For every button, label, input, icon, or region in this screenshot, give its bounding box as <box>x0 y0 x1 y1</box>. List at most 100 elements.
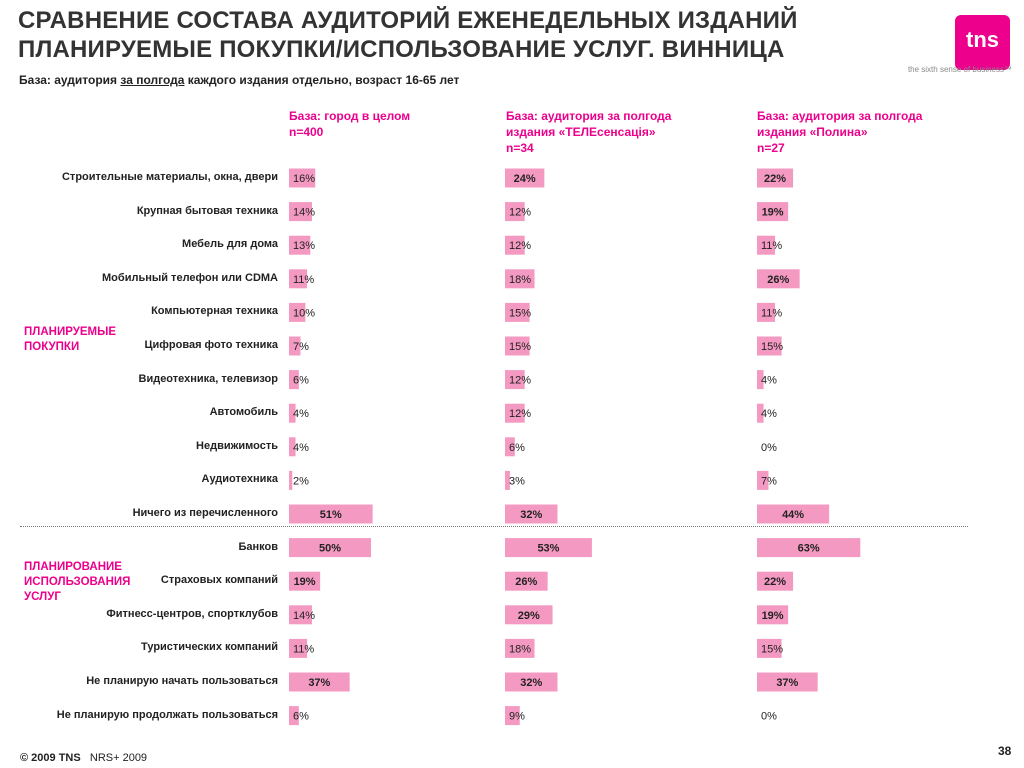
data-label: 16% <box>293 173 315 185</box>
base-prefix: База: аудитория <box>19 73 121 87</box>
bar <box>757 370 764 390</box>
data-label: 12% <box>509 408 531 420</box>
bar <box>505 437 515 457</box>
footer: © 2009 TNS NRS+ 2009 <box>20 752 147 764</box>
data-label: 15% <box>761 643 783 655</box>
row-label: Строительные материалы, окна, двери <box>61 171 278 183</box>
logo-tagline: the sixth sense of business™ <box>907 65 1012 74</box>
bar <box>505 202 525 222</box>
row-label: Мобильный телефон или CDMA <box>102 271 278 284</box>
page-title: СРАВНЕНИЕ СОСТАВА АУДИТОРИЙ ЕЖЕНЕДЕЛЬНЫХ… <box>18 6 798 64</box>
data-label: 63% <box>798 543 820 555</box>
bar <box>505 638 535 658</box>
bar <box>289 168 316 188</box>
data-label: 6% <box>509 442 525 454</box>
column-header-line: издания «ТЕЛЕсенсація» <box>506 125 656 139</box>
group-label-line: ПЛАНИРОВАНИЕ <box>24 561 122 573</box>
data-label: 24% <box>514 173 536 185</box>
bar <box>289 571 321 591</box>
bar <box>505 538 592 558</box>
row-label: Видеотехника, телевизор <box>138 372 279 385</box>
bar <box>757 504 830 524</box>
bar <box>757 202 789 222</box>
data-label: 6% <box>293 711 309 723</box>
section-divider <box>20 526 968 527</box>
data-label: 11% <box>293 643 314 655</box>
bar <box>757 336 782 356</box>
data-label: 0% <box>761 442 777 454</box>
data-label: 11% <box>761 240 782 252</box>
group-label-line: ПЛАНИРУЕМЫЕ <box>24 326 117 338</box>
row-label: Банков <box>238 540 278 553</box>
bar <box>289 235 311 255</box>
data-label: 0% <box>761 711 777 723</box>
bar <box>757 302 776 322</box>
bar <box>757 571 794 591</box>
bar <box>289 269 308 289</box>
data-label: 26% <box>515 576 537 588</box>
data-label: 12% <box>509 240 531 252</box>
row-label: Фитнесс-центров, спортклубов <box>106 607 278 620</box>
group-label-planned-services: ПЛАНИРОВАНИЕ ИСПОЛЬЗОВАНИЯ УСЛУГ <box>24 560 130 605</box>
bar <box>289 638 308 658</box>
bar <box>289 706 299 726</box>
data-label: 15% <box>509 307 531 319</box>
column-header-telesensatsiya: База: аудитория за полгода издания «ТЕЛЕ… <box>506 108 726 156</box>
bar <box>757 235 776 255</box>
bar <box>289 437 296 457</box>
column-header-line: n=27 <box>757 141 785 155</box>
row-label: Ничего из перечисленного <box>132 507 278 519</box>
data-label: 4% <box>293 442 309 454</box>
group-label-line: ИСПОЛЬЗОВАНИЯ <box>24 576 131 588</box>
group-label-line: УСЛУГ <box>24 591 61 603</box>
bar <box>757 672 818 692</box>
row-label: Крупная бытовая техника <box>136 204 278 217</box>
column-header-line: n=400 <box>289 125 324 139</box>
data-label: 32% <box>520 677 542 689</box>
data-label: 14% <box>293 207 315 219</box>
bar <box>289 538 371 558</box>
data-label: 18% <box>509 274 531 286</box>
bar <box>505 370 525 390</box>
logo-text: tns <box>966 27 999 52</box>
row-label: Аудиотехника <box>201 473 278 486</box>
data-label: 2% <box>293 475 309 487</box>
row-label: Мебель для дома <box>182 238 278 251</box>
bar <box>289 605 312 625</box>
bar <box>289 370 299 390</box>
row-label: Не планирую продолжать пользоваться <box>56 708 278 721</box>
data-label: 4% <box>761 408 777 420</box>
row-label: Компьютерная техника <box>151 305 278 318</box>
bar <box>289 672 350 692</box>
data-label: 4% <box>293 408 309 420</box>
bar <box>505 235 525 255</box>
data-label: 11% <box>761 307 782 319</box>
data-label: 53% <box>537 543 559 555</box>
bar <box>505 470 510 490</box>
group-label-planned-purchases: ПЛАНИРУЕМЫЕ ПОКУПКИ <box>24 325 116 355</box>
data-label: 51% <box>320 509 342 521</box>
data-label: 15% <box>761 341 783 353</box>
bar <box>505 605 553 625</box>
data-label: 7% <box>293 341 309 353</box>
row-label: Не планирую начать пользоваться <box>86 675 278 687</box>
data-label: 3% <box>509 475 525 487</box>
bar <box>505 504 558 524</box>
column-header-city: База: город в целом n=400 <box>289 108 509 140</box>
bar <box>505 672 558 692</box>
row-label: Страховых компаний <box>160 574 278 587</box>
bar <box>757 470 769 490</box>
bar <box>289 336 301 356</box>
title-line-1: СРАВНЕНИЕ СОСТАВА АУДИТОРИЙ ЕЖЕНЕДЕЛЬНЫХ… <box>18 7 798 34</box>
row-label: Цифровая фото техника <box>144 339 278 351</box>
base-underlined: за полгода <box>120 73 185 87</box>
data-label: 12% <box>509 375 531 387</box>
title-line-2: ПЛАНИРУЕМЫЕ ПОКУПКИ/ИСПОЛЬЗОВАНИЕ УСЛУГ.… <box>18 36 785 63</box>
data-label: 11% <box>293 274 314 286</box>
column-header-line: издания «Полина» <box>757 125 868 139</box>
group-label-line: ПОКУПКИ <box>24 341 80 353</box>
data-label: 29% <box>518 610 540 622</box>
data-label: 22% <box>764 173 786 185</box>
column-header-line: База: аудитория за полгода <box>757 109 923 123</box>
